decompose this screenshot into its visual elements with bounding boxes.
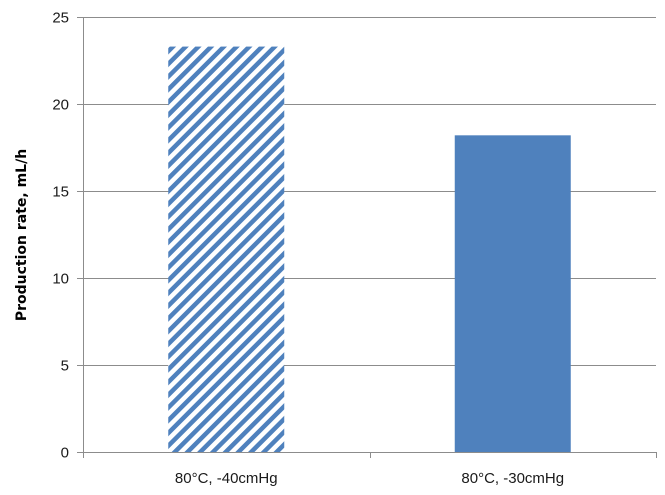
y-tick-label: 0 [61, 445, 69, 462]
y-tick-label: 20 [52, 97, 69, 114]
axes [77, 17, 657, 458]
y-tick-label: 5 [61, 358, 69, 375]
y-axis-title: Production rate, mL/h [14, 149, 30, 321]
y-tick-label: 25 [52, 10, 69, 27]
x-category-label: 80°C, -30cmHg [461, 470, 564, 487]
labels: 0 5 10 15 20 25 80°C, -40cmHg 80°C, -30cmHg [52, 10, 564, 488]
y-tick-label: 15 [52, 184, 69, 201]
bar-1 [168, 46, 285, 453]
x-category-label: 80°C, -40cmHg [175, 470, 278, 487]
bars [168, 46, 571, 453]
bar-2 [454, 135, 571, 452]
y-tick-label: 10 [52, 271, 69, 288]
